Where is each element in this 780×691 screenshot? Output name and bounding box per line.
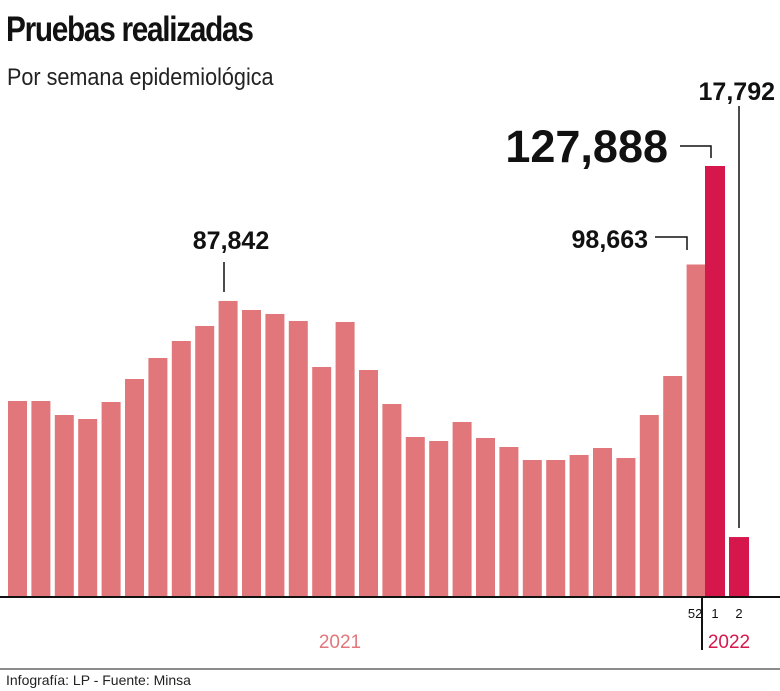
bar [663,375,683,597]
bar [195,325,215,597]
tick-label: 52 [688,606,702,621]
bar [429,440,449,597]
tick-label: 1 [711,606,718,621]
bar [382,403,402,597]
bar [8,400,27,597]
bar [729,537,749,597]
leader-line [655,236,688,250]
bar [686,264,706,597]
bar [359,369,378,597]
data-label: 127,888 [505,121,668,172]
bar [31,400,51,597]
bar [218,300,238,597]
bar [476,437,495,597]
bar [705,166,725,597]
bar [242,309,261,597]
data-label: 17,792 [699,78,775,106]
tick-label: 2 [735,606,742,621]
bar [171,341,191,597]
bar [546,460,566,597]
bar [101,402,121,597]
leader-line [680,145,712,158]
chart-title: Pruebas realizadas [6,10,254,49]
bar [265,313,285,597]
bar [569,454,589,597]
bar [312,366,332,597]
data-label: 98,663 [572,226,648,254]
bar [452,421,472,597]
bar [499,446,519,597]
chart-subtitle: Por semana epidemiológica [7,64,274,91]
bar [616,457,636,597]
source-note: Infografía: LP - Fuente: Minsa [6,672,191,688]
bar [78,418,98,597]
bar [54,415,74,597]
year-label-2021: 2021 [319,632,361,653]
bar [148,357,168,597]
year-label-2022: 2022 [708,632,750,653]
bar [639,415,659,597]
bar [125,378,144,597]
bar [288,320,308,597]
bar [405,436,425,597]
data-label: 87,842 [193,227,269,255]
bar [335,321,355,597]
bar [522,460,542,597]
bar [593,448,612,597]
